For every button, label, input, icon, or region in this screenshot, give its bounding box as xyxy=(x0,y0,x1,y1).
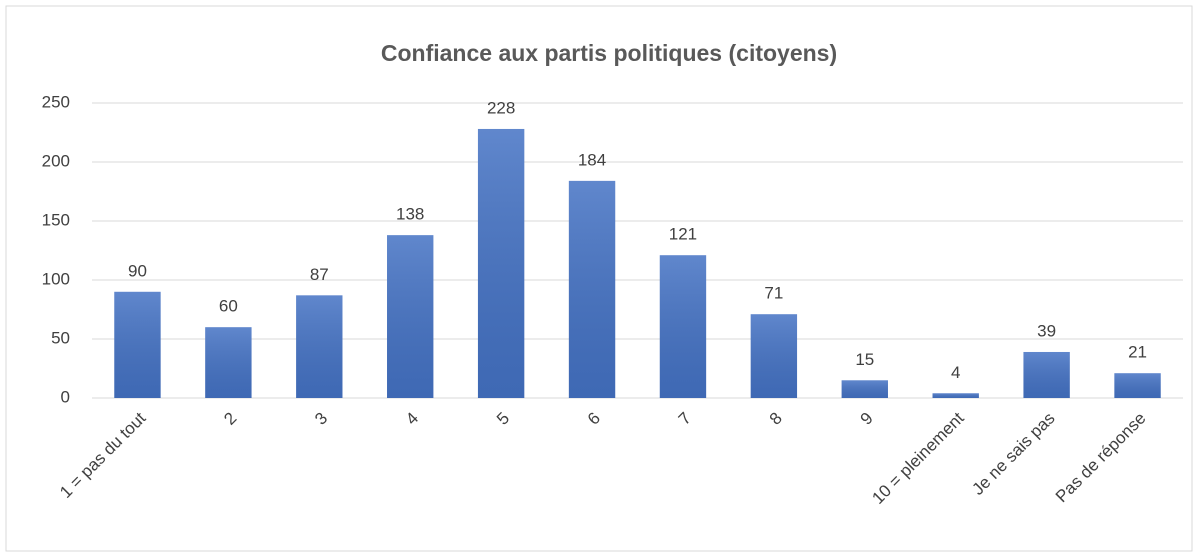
value-label: 4 xyxy=(951,363,960,382)
bar xyxy=(659,255,707,398)
chart-title: Confiance aux partis politiques (citoyen… xyxy=(381,40,837,66)
value-label: 121 xyxy=(669,225,697,244)
bar xyxy=(568,180,616,398)
bar xyxy=(387,235,434,398)
y-tick-label: 0 xyxy=(61,387,70,406)
value-label: 138 xyxy=(396,205,424,224)
y-tick-label: 200 xyxy=(42,151,70,170)
value-label: 90 xyxy=(128,261,147,280)
bar xyxy=(750,314,798,398)
value-label: 60 xyxy=(219,297,238,316)
value-label: 21 xyxy=(1128,343,1147,362)
y-tick-label: 150 xyxy=(42,210,70,229)
bar xyxy=(296,295,343,398)
y-tick-label: 50 xyxy=(51,328,70,347)
value-label: 184 xyxy=(578,150,606,169)
bar xyxy=(841,380,888,398)
value-label: 15 xyxy=(855,350,874,369)
bar xyxy=(205,327,252,398)
bar xyxy=(114,291,161,398)
y-tick-label: 250 xyxy=(42,92,70,111)
value-label: 87 xyxy=(310,265,329,284)
value-label: 71 xyxy=(764,284,783,303)
bar xyxy=(1114,373,1161,398)
value-label: 228 xyxy=(487,98,515,117)
bar xyxy=(932,393,979,398)
y-tick-label: 100 xyxy=(42,269,70,288)
value-label: 39 xyxy=(1037,321,1056,340)
bar xyxy=(1023,351,1070,398)
bar xyxy=(477,128,525,398)
